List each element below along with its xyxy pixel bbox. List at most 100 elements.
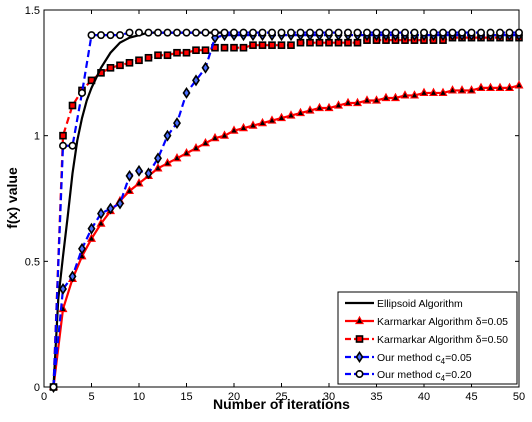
y-tick-label: 1: [34, 131, 40, 143]
series-4-point: [286, 28, 295, 37]
series-4-point: [78, 88, 87, 97]
series-4-point: [125, 28, 134, 37]
series-2-point: [249, 41, 257, 49]
x-tick-label: 15: [180, 391, 192, 403]
series-4-point: [296, 28, 305, 37]
series-1-point: [504, 82, 515, 92]
series-4-point: [173, 28, 182, 37]
series-4-point: [135, 28, 144, 37]
series-3-point: [154, 152, 162, 165]
series-1-point: [134, 178, 144, 187]
series-3-point: [97, 207, 105, 220]
series-1-point: [390, 92, 401, 102]
series-4-point: [144, 28, 153, 37]
series-4-point: [239, 28, 248, 37]
series-4-point: [429, 28, 438, 37]
series-3-point: [87, 222, 96, 235]
series-3-point: [201, 61, 210, 74]
series-4-point: [476, 28, 485, 37]
series-2-point: [201, 46, 210, 55]
series-1-point: [267, 115, 277, 124]
series-2-point: [59, 131, 67, 140]
series-1-point: [219, 130, 230, 139]
legend-entry-1: Karmarkar Algorithm δ=0.05: [345, 315, 508, 328]
series-4-point: [448, 28, 457, 37]
series-2-point: [106, 64, 115, 72]
legend-label: Our method c4=0.05: [377, 352, 472, 366]
y-tick-label: 1.5: [25, 5, 40, 17]
legend-entry-4: Our method c4=0.20: [345, 369, 472, 383]
series-2-point: [163, 51, 172, 60]
series-2-point: [277, 41, 286, 49]
x-tick-label: 50: [513, 391, 525, 403]
series-4-point: [230, 28, 239, 37]
series-4-point: [315, 28, 324, 37]
legend-entry-2: Karmarkar Algorithm δ=0.50: [345, 334, 508, 346]
series-4-point: [258, 28, 267, 37]
series-1-point: [162, 158, 173, 167]
series-1-point: [200, 137, 211, 147]
series-2-point: [220, 43, 229, 52]
series-1-point: [352, 97, 363, 107]
series-1-point: [476, 82, 486, 92]
series-1-point: [96, 218, 106, 227]
series-1-point: [457, 85, 467, 94]
series-1-point: [172, 153, 182, 162]
series-3-point: [59, 283, 67, 295]
legend-label-tail: =0.20: [445, 369, 472, 381]
series-4-point: [249, 28, 258, 37]
x-tick-label: 20: [228, 391, 240, 403]
series-4-point: [87, 31, 96, 40]
series-1-point: [305, 105, 315, 114]
series-1-point: [238, 122, 249, 132]
series-4-point: [68, 141, 77, 150]
series-3-point: [116, 197, 124, 210]
series-1-point: [371, 95, 382, 104]
series-3-point: [173, 117, 181, 130]
series-2-point: [135, 56, 143, 65]
series-1-point: [514, 80, 524, 89]
legend-label-subscript: 4: [441, 374, 446, 383]
y-axis-title: f(x) value: [4, 167, 20, 229]
series-4-point: [353, 28, 362, 37]
series-2-point: [192, 46, 200, 55]
legend-swatch-marker: [354, 315, 365, 325]
series-1-point: [276, 112, 287, 122]
series-1-point: [485, 82, 496, 92]
legend-label-tail: =0.05: [445, 352, 472, 364]
series-3-point: [182, 86, 191, 99]
legend-swatch-marker: [355, 369, 364, 378]
series-4-point: [201, 28, 210, 37]
series-2-point: [125, 58, 134, 67]
x-axis-title: Number of iterations: [213, 396, 350, 412]
series-1-point: [466, 85, 477, 94]
series-4-point: [438, 28, 447, 37]
series-3-point: [163, 129, 172, 142]
series-1-point: [86, 233, 97, 242]
series-4-point: [334, 28, 343, 37]
series-1-point: [324, 102, 334, 112]
series-4-point: [362, 28, 371, 37]
x-tick-label: 40: [418, 391, 430, 403]
series-4-point: [154, 28, 163, 37]
series-1-point: [438, 87, 448, 97]
series-4-point: [486, 28, 495, 37]
series-3-point: [135, 164, 143, 177]
series-4-point: [277, 28, 286, 37]
legend-swatch-marker: [355, 335, 364, 343]
x-tick-label: 35: [370, 391, 382, 403]
series-2-point: [182, 48, 191, 57]
series-4-point: [391, 28, 400, 37]
legend-label-main: Our method c: [377, 369, 441, 381]
series-4-point: [410, 28, 419, 37]
series-4-point: [514, 28, 523, 37]
series-1-point: [409, 90, 420, 99]
series-1-point: [153, 163, 163, 172]
series-1-point: [333, 100, 344, 109]
x-tick-label: 45: [465, 391, 477, 403]
series-1-point: [495, 82, 505, 92]
series-1-point: [295, 107, 306, 117]
series-1-point: [381, 92, 391, 102]
x-tick-label: 30: [323, 391, 335, 403]
series-2-point: [173, 48, 181, 57]
